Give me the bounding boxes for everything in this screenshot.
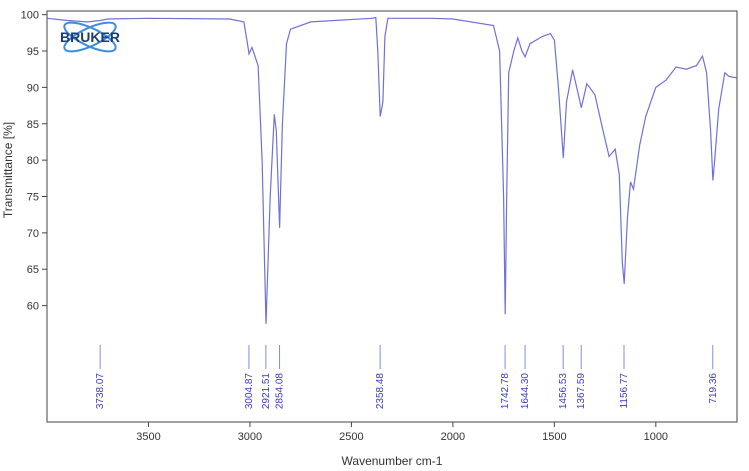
peak-label: 719.36 [708,373,719,404]
y-tick-label: 65 [27,264,39,276]
peak-label: 2358.48 [375,373,386,410]
y-tick-label: 80 [27,155,39,167]
plot-frame [46,10,738,423]
logo-text: BRUKER [60,29,120,45]
y-tick-label: 70 [27,228,39,240]
y-tick-label: 85 [27,119,39,131]
x-axis-label: Wavenumber cm-1 [342,454,443,468]
spectrum-line [46,16,738,324]
y-tick-label: 95 [27,46,39,58]
x-tick-label: 2500 [339,431,363,443]
x-tick-label: 3000 [238,431,262,443]
peak-label: 1367.59 [576,373,587,410]
y-tick-label: 90 [27,82,39,94]
peak-label: 2921.51 [261,373,272,410]
x-tick-label: 3500 [136,431,160,443]
peak-label: 2854.08 [275,373,286,410]
peak-label: 1456.53 [558,373,569,410]
peak-label: 1742.78 [500,373,511,410]
peak-label: 3738.07 [95,373,106,410]
peak-label: 1156.77 [619,373,630,409]
x-tick-label: 2000 [441,431,465,443]
y-tick-label: 75 [27,191,39,203]
peak-label: 3004.87 [244,373,255,410]
y-tick-label: 100 [21,10,39,22]
y-axis-label: Transmittance [%] [1,122,15,218]
y-tick-label: 60 [27,301,39,313]
peak-label: 1644.30 [520,373,531,410]
x-tick-label: 1000 [644,431,668,443]
logo: BRUKER [60,21,120,53]
x-tick-label: 1500 [542,431,566,443]
